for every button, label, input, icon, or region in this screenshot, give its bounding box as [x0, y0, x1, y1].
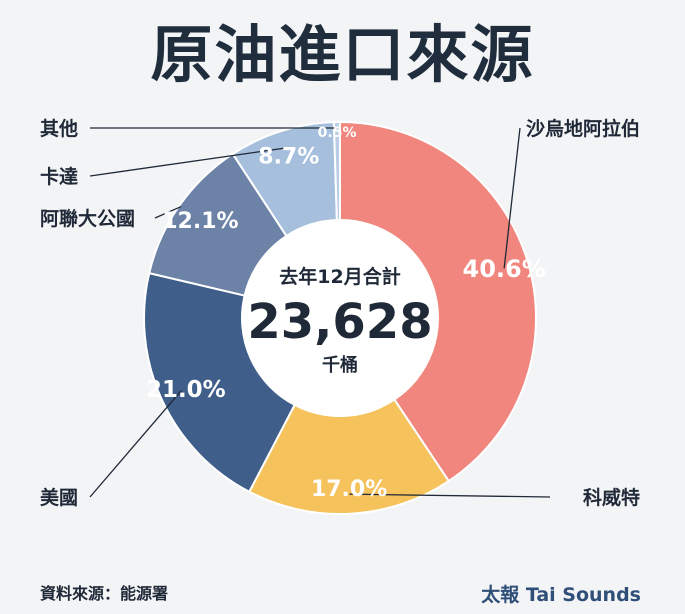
- leader-line-0: [503, 127, 521, 269]
- donut-hole: [242, 220, 438, 416]
- category-label-4: 卡達: [40, 165, 78, 188]
- leader-line-4: [89, 147, 287, 177]
- center-unit: 千桶: [322, 354, 358, 376]
- pct-label-2: 21.0%: [146, 377, 226, 403]
- category-label-2: 美國: [40, 486, 78, 509]
- pct-label-1: 17.0%: [311, 477, 387, 502]
- pct-label-3: 12.1%: [162, 209, 238, 234]
- pct-label-4: 8.7%: [258, 144, 319, 169]
- category-label-0: 沙烏地阿拉伯: [526, 117, 640, 140]
- leader-line-2: [89, 390, 182, 498]
- chart-title: 原油進口來源: [150, 18, 535, 91]
- category-label-3: 阿聯大公國: [40, 207, 135, 230]
- category-label-1: 科威特: [583, 486, 640, 509]
- pct-label-0: 40.6%: [463, 255, 546, 283]
- percentage-labels: 40.6% 17.0% 21.0% 12.1% 8.7% 0.5%: [146, 125, 546, 502]
- leader-line-3: [154, 205, 182, 219]
- center-label: 去年12月合計: [279, 265, 400, 288]
- leader-line-1: [349, 493, 551, 498]
- brand-logo-text: 太報 Tai Sounds: [481, 584, 641, 606]
- center-value: 23,628: [247, 294, 432, 350]
- pct-label-5: 0.5%: [318, 125, 357, 141]
- leader-lines: [89, 127, 551, 498]
- category-label-5: 其他: [40, 117, 78, 140]
- data-source: 資料來源：能源署: [40, 584, 169, 603]
